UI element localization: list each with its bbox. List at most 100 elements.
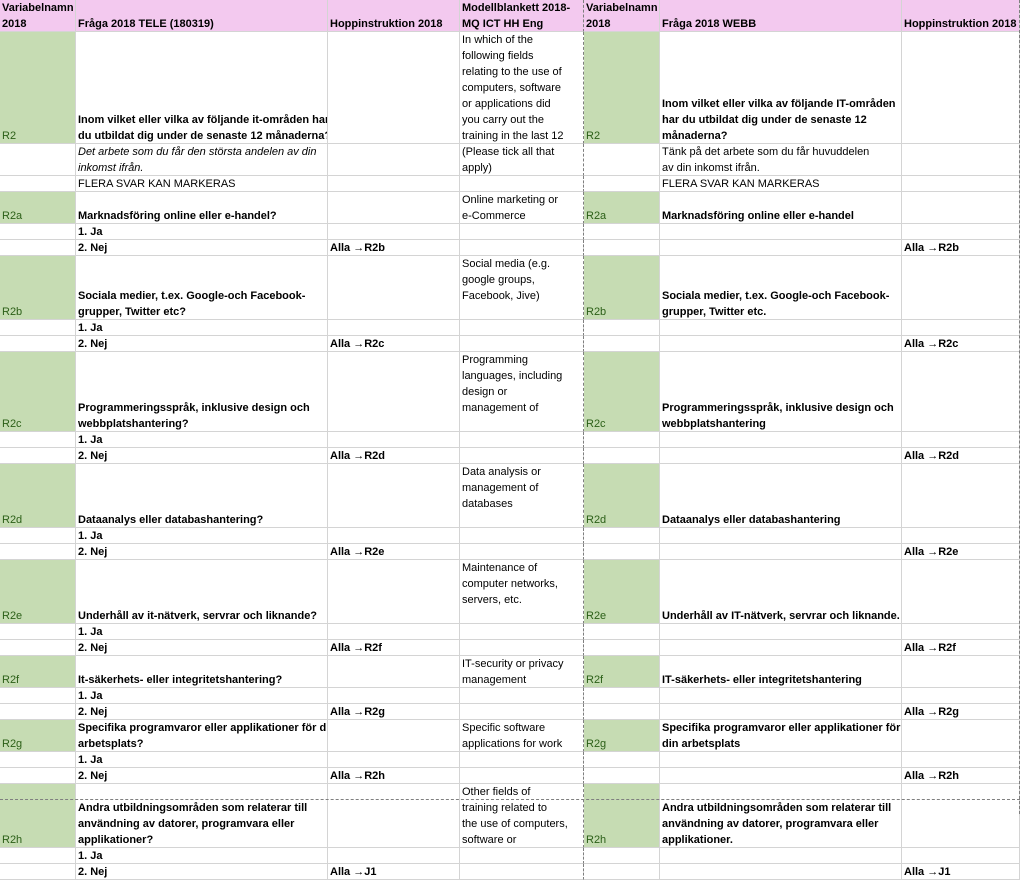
header-fraga-tele[interactable]: Fråga 2018 TELE (180319): [76, 0, 328, 32]
jump-cell[interactable]: [328, 352, 460, 432]
empty-cell[interactable]: [584, 688, 660, 704]
header-fraga-webb[interactable]: Fråga 2018 WEBB: [660, 0, 902, 32]
question-eng-r2d[interactable]: Data analysis or management of databases: [460, 464, 584, 528]
var-r2f[interactable]: R2f: [0, 656, 76, 688]
jump-webb-r2a[interactable]: Alla →R2b: [902, 240, 1020, 256]
empty-cell[interactable]: [0, 432, 76, 448]
empty-cell[interactable]: [660, 544, 902, 560]
answer-ja-r2h[interactable]: 1. Ja: [76, 848, 328, 864]
var-r2e-webb[interactable]: R2e: [584, 560, 660, 624]
var-r2e[interactable]: R2e: [0, 560, 76, 624]
jump-cell[interactable]: [328, 784, 460, 848]
jump-cell-2[interactable]: [902, 784, 1020, 848]
empty-cell[interactable]: [902, 752, 1020, 768]
empty-cell[interactable]: [0, 240, 76, 256]
jump-cell-2[interactable]: [902, 464, 1020, 528]
answer-nej-r2c[interactable]: 2. Nej: [76, 448, 328, 464]
question-webb-r2a[interactable]: Marknadsföring online eller e-handel: [660, 192, 902, 224]
empty-cell[interactable]: [460, 224, 584, 240]
empty-cell[interactable]: [584, 848, 660, 864]
empty-cell[interactable]: [328, 624, 460, 640]
jump-webb-r2d[interactable]: Alla →R2e: [902, 544, 1020, 560]
empty-cell[interactable]: [328, 320, 460, 336]
jump-webb-r2f[interactable]: Alla →R2g: [902, 704, 1020, 720]
empty-cell[interactable]: [460, 848, 584, 864]
empty-cell[interactable]: [584, 224, 660, 240]
empty-cell[interactable]: [0, 640, 76, 656]
var-r2h-webb[interactable]: R2h: [584, 784, 660, 848]
question-webb-r2f[interactable]: IT-säkerhets- eller integritetshantering: [660, 656, 902, 688]
question-tele-r2h[interactable]: Andra utbildningsområden som relaterar t…: [76, 784, 328, 848]
jump-cell[interactable]: [328, 560, 460, 624]
empty-cell[interactable]: [0, 768, 76, 784]
empty-cell[interactable]: [660, 224, 902, 240]
question-webb-r2e[interactable]: Underhåll av IT-nätverk, servrar och lik…: [660, 560, 902, 624]
jump-cell[interactable]: [328, 192, 460, 224]
multi-answer-tele[interactable]: FLERA SVAR KAN MARKERAS: [76, 176, 328, 192]
empty-cell[interactable]: [584, 704, 660, 720]
empty-cell[interactable]: [0, 688, 76, 704]
var-r2c-webb[interactable]: R2c: [584, 352, 660, 432]
jump-r2c[interactable]: Alla →R2d: [328, 448, 460, 464]
empty-cell[interactable]: [460, 752, 584, 768]
header-hopp[interactable]: Hoppinstruktion 2018: [328, 0, 460, 32]
answer-nej-r2f[interactable]: 2. Nej: [76, 704, 328, 720]
empty-cell[interactable]: [460, 688, 584, 704]
empty-cell[interactable]: [0, 224, 76, 240]
question-eng-r2g[interactable]: Specific software applications for work: [460, 720, 584, 752]
empty-cell[interactable]: [902, 432, 1020, 448]
question-tele-r2e[interactable]: Underhåll av it-nätverk, servrar och lik…: [76, 560, 328, 624]
empty-cell[interactable]: [460, 528, 584, 544]
jump-cell[interactable]: [328, 32, 460, 144]
answer-nej-r2h[interactable]: 2. Nej: [76, 864, 328, 880]
jump-webb-r2g[interactable]: Alla →R2h: [902, 768, 1020, 784]
empty-cell[interactable]: [584, 624, 660, 640]
jump-cell[interactable]: [328, 256, 460, 320]
empty-cell[interactable]: [0, 624, 76, 640]
answer-nej-r2e[interactable]: 2. Nej: [76, 640, 328, 656]
var-r2h[interactable]: R2h: [0, 784, 76, 848]
empty-cell[interactable]: [660, 864, 902, 880]
empty-cell[interactable]: [328, 144, 460, 176]
var-r2d-webb[interactable]: R2d: [584, 464, 660, 528]
empty-cell[interactable]: [460, 432, 584, 448]
empty-cell[interactable]: [660, 848, 902, 864]
empty-cell[interactable]: [584, 448, 660, 464]
question-eng-r2a[interactable]: Online marketing or e-Commerce: [460, 192, 584, 224]
jump-cell-2[interactable]: [902, 720, 1020, 752]
empty-cell[interactable]: [460, 624, 584, 640]
empty-cell[interactable]: [660, 320, 902, 336]
question-tele-r2g[interactable]: Specifika programvaror eller applikation…: [76, 720, 328, 752]
empty-cell[interactable]: [660, 336, 902, 352]
question-eng-r2c[interactable]: Programming languages, including design or…: [460, 352, 584, 432]
question-eng-r2h[interactable]: Other fields of training related to the us…: [460, 784, 584, 848]
empty-cell[interactable]: [660, 704, 902, 720]
answer-ja-r2e[interactable]: 1. Ja: [76, 624, 328, 640]
empty-cell[interactable]: [902, 320, 1020, 336]
jump-r2b[interactable]: Alla →R2c: [328, 336, 460, 352]
empty-cell[interactable]: [660, 640, 902, 656]
empty-cell[interactable]: [460, 176, 584, 192]
var-r2b-webb[interactable]: R2b: [584, 256, 660, 320]
answer-ja-r2g[interactable]: 1. Ja: [76, 752, 328, 768]
note-eng[interactable]: (Please tick all that apply): [460, 144, 584, 176]
question-eng-r2b[interactable]: Social media (e.g. google groups, Facebook…: [460, 256, 584, 320]
empty-cell[interactable]: [584, 336, 660, 352]
empty-cell[interactable]: [584, 240, 660, 256]
empty-cell[interactable]: [0, 528, 76, 544]
empty-cell[interactable]: [0, 176, 76, 192]
empty-cell[interactable]: [660, 768, 902, 784]
header-hopp-2[interactable]: Hoppinstruktion 2018: [902, 0, 1020, 32]
jump-r2h[interactable]: Alla →J1: [328, 864, 460, 880]
empty-cell[interactable]: [902, 224, 1020, 240]
var-cell[interactable]: R2: [0, 32, 76, 144]
jump-cell-2[interactable]: [902, 192, 1020, 224]
question-tele-r2c[interactable]: Programmeringsspråk, inklusive design oc…: [76, 352, 328, 432]
var-cell-2[interactable]: R2: [584, 32, 660, 144]
empty-cell[interactable]: [584, 752, 660, 768]
jump-cell-2[interactable]: [902, 352, 1020, 432]
empty-cell[interactable]: [460, 768, 584, 784]
empty-cell[interactable]: [328, 848, 460, 864]
empty-cell[interactable]: [584, 640, 660, 656]
empty-cell[interactable]: [460, 704, 584, 720]
